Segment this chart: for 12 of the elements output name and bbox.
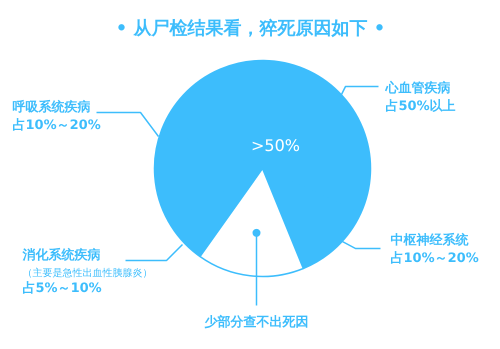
slice-label: 中枢神经系统 (390, 232, 470, 248)
slice-label: 呼吸系统疾病 (12, 99, 90, 115)
slice-label: 心血管疾病 (384, 80, 450, 96)
text: 占10%～20% (390, 251, 479, 266)
chart-title: • 从尸检结果看，猝死原因如下 • (116, 18, 386, 39)
text: >50% (251, 136, 300, 155)
text: （主要是急性出血性胰腺炎） (22, 268, 152, 279)
text: 占10%～20% (12, 118, 101, 133)
text: 占50%以上 (386, 99, 456, 114)
text: 占5%～10% (22, 281, 102, 296)
legend-label: 消化系统疾病 (22, 247, 100, 263)
slice-label: 少部分查不出死因 (204, 314, 308, 330)
